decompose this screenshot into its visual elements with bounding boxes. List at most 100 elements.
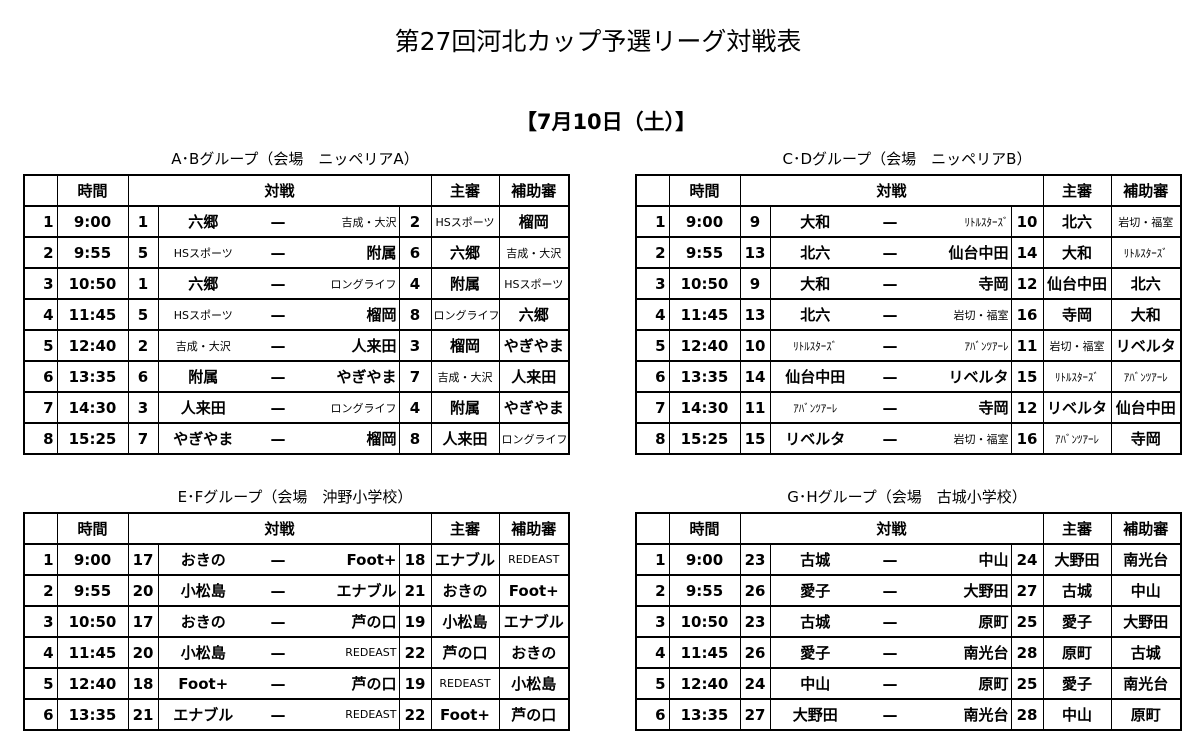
team1-no: 20 <box>127 574 159 607</box>
page-title: 第27回河北カップ予選リーグ対戦表 <box>394 27 802 56</box>
time: 13:35 <box>668 698 741 731</box>
time: 9:00 <box>56 543 129 576</box>
header-time: 時間 <box>56 174 129 207</box>
assistant: 芦の口 <box>498 698 570 731</box>
team1-no: 15 <box>739 422 771 455</box>
team2-no: 19 <box>398 667 432 700</box>
match-no: 1 <box>635 543 670 576</box>
match-no: 5 <box>635 329 670 362</box>
match-no: 3 <box>635 605 670 638</box>
team1: 大野田 <box>769 698 860 731</box>
group-caption: C･Dグループ（会場 ニッペリアB） <box>782 150 1032 168</box>
header-row: 時間 対戦 主審 補助審 <box>635 174 1182 207</box>
team2-no: 24 <box>1010 543 1044 576</box>
team1: 大和 <box>769 205 860 238</box>
team2: ﾘﾄﾙｽﾀｰｽﾞ <box>920 205 1012 238</box>
team2-no: 8 <box>398 422 432 455</box>
referee: 榴岡 <box>430 329 500 362</box>
team2-no: 3 <box>398 329 432 362</box>
table-row: 6 13:35 27 大野田 — 南光台 28 中山 原町 <box>635 698 1182 731</box>
header-row: 時間 対戦 主審 補助審 <box>635 512 1182 545</box>
header-time: 時間 <box>668 512 741 545</box>
dash: — <box>248 205 308 238</box>
dash: — <box>860 574 920 607</box>
team2-no: 14 <box>1010 236 1044 269</box>
referee: 北六 <box>1042 205 1112 238</box>
team2: 原町 <box>920 605 1012 638</box>
time: 12:40 <box>668 667 741 700</box>
team1-no: 7 <box>127 422 159 455</box>
dash: — <box>248 574 308 607</box>
team2: ロングライフ <box>308 267 400 300</box>
table-row: 3 10:50 17 おきの — 芦の口 19 小松島 エナブル <box>23 605 570 638</box>
referee: 原町 <box>1042 636 1112 669</box>
team1-no: 13 <box>739 298 771 331</box>
dash: — <box>248 543 308 576</box>
team2-no: 16 <box>1010 422 1044 455</box>
match-no: 2 <box>23 236 58 269</box>
match-no: 5 <box>23 329 58 362</box>
team1: 仙台中田 <box>769 360 860 393</box>
dash: — <box>860 605 920 638</box>
dash: — <box>860 422 920 455</box>
dash: — <box>248 422 308 455</box>
referee: 中山 <box>1042 698 1112 731</box>
referee: 仙台中田 <box>1042 267 1112 300</box>
dash: — <box>248 360 308 393</box>
team2: 芦の口 <box>308 667 400 700</box>
team1-no: 3 <box>127 391 159 424</box>
match-no: 6 <box>635 360 670 393</box>
assistant: やぎやま <box>498 391 570 424</box>
team2: ｱﾊﾞﾝﾂｱｰﾚ <box>920 329 1012 362</box>
team1: 人来田 <box>157 391 248 424</box>
header-referee: 主審 <box>1042 174 1112 207</box>
team1-no: 20 <box>127 636 159 669</box>
assistant: ロングライフ <box>498 422 570 455</box>
team1-no: 17 <box>127 605 159 638</box>
team1: 愛子 <box>769 574 860 607</box>
team2: 仙台中田 <box>920 236 1012 269</box>
assistant: Foot+ <box>498 574 570 607</box>
referee: 吉成・大沢 <box>430 360 500 393</box>
header-referee: 主審 <box>1042 512 1112 545</box>
dash: — <box>860 205 920 238</box>
assistant: 仙台中田 <box>1110 391 1182 424</box>
time: 10:50 <box>668 267 741 300</box>
team2: 榴岡 <box>308 422 400 455</box>
referee: 古城 <box>1042 574 1112 607</box>
team2-no: 6 <box>398 236 432 269</box>
time: 12:40 <box>56 329 129 362</box>
header-match: 対戦 <box>127 512 432 545</box>
dash: — <box>860 267 920 300</box>
table-row: 1 9:00 23 古城 — 中山 24 大野田 南光台 <box>635 543 1182 576</box>
match-no: 2 <box>635 574 670 607</box>
table-row: 5 12:40 10 ﾘﾄﾙｽﾀｰｽﾞ — ｱﾊﾞﾝﾂｱｰﾚ 11 岩切・福室 リベルタ <box>635 329 1182 362</box>
header-time: 時間 <box>56 512 129 545</box>
assistant: やぎやま <box>498 329 570 362</box>
schedule-table: 時間 対戦 主審 補助審 1 9:00 17 おきの — Foot+ 18 エナブル REDEAST 2 9… <box>23 512 571 731</box>
assistant: 榴岡 <box>498 205 570 238</box>
time: 9:00 <box>668 543 741 576</box>
time: 10:50 <box>668 605 741 638</box>
header-match: 対戦 <box>739 512 1044 545</box>
header-match: 対戦 <box>739 174 1044 207</box>
table-row: 4 11:45 13 北六 — 岩切・福室 16 寺岡 大和 <box>635 298 1182 331</box>
time: 10:50 <box>56 605 129 638</box>
time: 12:40 <box>56 667 129 700</box>
team1: 愛子 <box>769 636 860 669</box>
team2: 榴岡 <box>308 298 400 331</box>
team2: エナブル <box>308 574 400 607</box>
match-no: 1 <box>23 205 58 238</box>
table-row: 5 12:40 2 吉成・大沢 — 人来田 3 榴岡 やぎやま <box>23 329 570 362</box>
table-row: 4 11:45 26 愛子 — 南光台 28 原町 古城 <box>635 636 1182 669</box>
header-row: 時間 対戦 主審 補助審 <box>23 512 570 545</box>
assistant: 南光台 <box>1110 667 1182 700</box>
team1: おきの <box>157 543 248 576</box>
time: 13:35 <box>56 698 129 731</box>
team1: HSスポーツ <box>157 298 248 331</box>
team2: 附属 <box>308 236 400 269</box>
team1-no: 1 <box>127 267 159 300</box>
team2-no: 28 <box>1010 698 1044 731</box>
team1: エナブル <box>157 698 248 731</box>
time: 12:40 <box>668 329 741 362</box>
